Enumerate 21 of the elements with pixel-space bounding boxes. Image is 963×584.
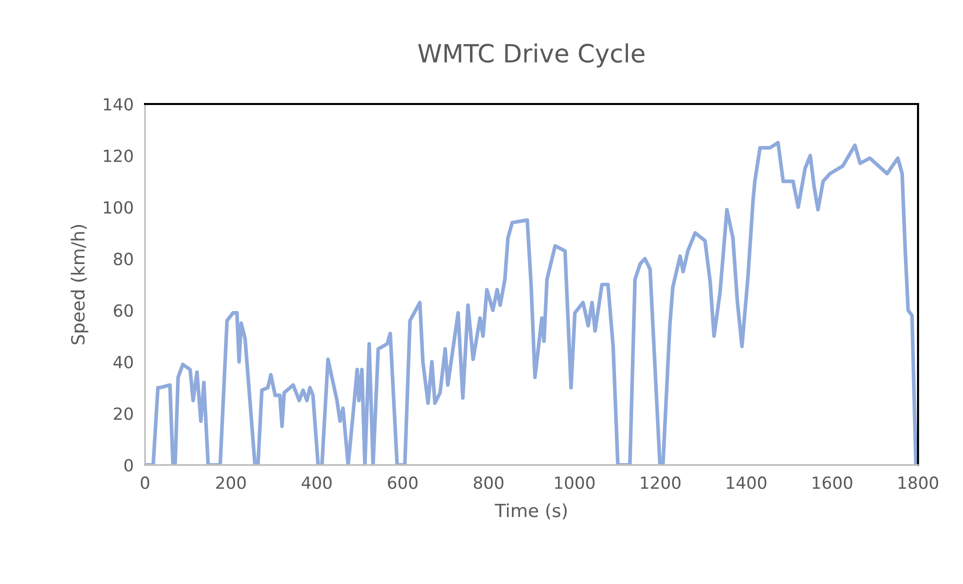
y-tick-label: 80: [114, 252, 133, 266]
x-tick-label: 400: [302, 476, 332, 489]
y-axis-title: Speed (km/h): [70, 225, 88, 344]
x-tick-label: 1800: [898, 476, 938, 489]
x-axis-title: Time (s): [494, 503, 567, 520]
x-tick-label: 800: [474, 476, 504, 489]
y-tick-label: 140: [104, 98, 133, 111]
x-tick-label: 1400: [726, 476, 766, 489]
x-tick-label: 1600: [812, 476, 852, 489]
y-tick-label: 120: [104, 150, 133, 162]
y-tick-label: 60: [114, 304, 133, 317]
y-tick-label: 20: [114, 407, 133, 420]
x-tick-label: 1200: [640, 476, 680, 489]
y-tick-label: 100: [104, 201, 133, 214]
x-tick-label: 600: [388, 476, 418, 489]
y-tick-label: 40: [114, 356, 133, 368]
chart-title: WMTC Drive Cycle: [418, 43, 644, 68]
y-tick-label: 0: [124, 458, 133, 472]
x-tick-label: 1000: [555, 476, 595, 489]
x-tick-label: 200: [216, 476, 246, 489]
x-tick-label: 0: [140, 476, 150, 489]
